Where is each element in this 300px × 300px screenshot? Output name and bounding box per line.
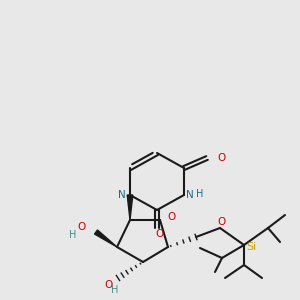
Text: O: O xyxy=(78,222,86,232)
Text: H: H xyxy=(111,285,119,295)
Text: O: O xyxy=(105,280,113,290)
Text: O: O xyxy=(217,153,225,163)
Text: O: O xyxy=(167,212,175,222)
Polygon shape xyxy=(94,230,117,247)
Text: N: N xyxy=(118,190,126,200)
Text: N: N xyxy=(186,190,194,200)
Text: H: H xyxy=(196,189,203,199)
Text: O: O xyxy=(218,217,226,227)
Text: Si: Si xyxy=(246,242,256,252)
Text: O: O xyxy=(155,229,163,239)
Text: H: H xyxy=(69,230,76,240)
Polygon shape xyxy=(127,195,133,220)
